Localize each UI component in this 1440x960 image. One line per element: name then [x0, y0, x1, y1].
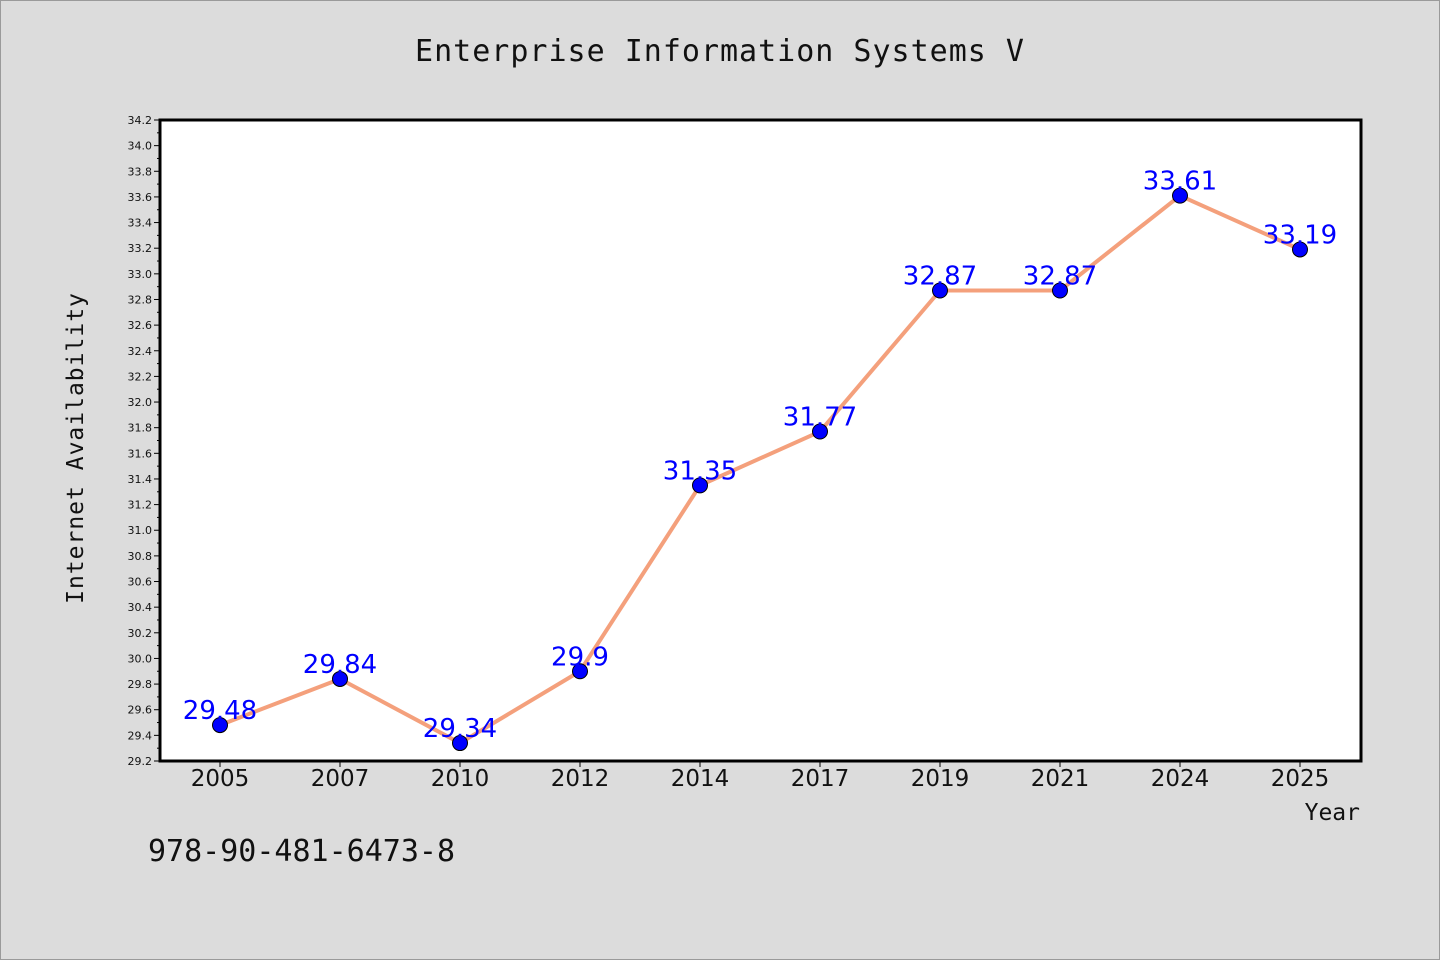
- data-label: 33.19: [1263, 220, 1337, 250]
- y-tick-label: 31.8: [128, 422, 153, 435]
- data-label: 32.87: [903, 262, 977, 292]
- data-point: [812, 423, 828, 440]
- data-label: 29.34: [423, 714, 497, 744]
- y-tick-label: 30.0: [128, 652, 153, 665]
- plot-area: [158, 118, 1363, 763]
- y-tick-label: 30.8: [128, 550, 153, 563]
- y-tick-label: 32.8: [128, 293, 153, 306]
- y-tick-label: 29.8: [128, 678, 153, 691]
- data-label: 29.48: [183, 696, 257, 726]
- x-tick-label: 2019: [911, 766, 970, 792]
- data-label: 32.87: [1023, 262, 1097, 292]
- isbn-text: 978-90-481-6473-8: [148, 834, 456, 869]
- y-tick-label: 30.4: [128, 601, 153, 614]
- x-tick-label: 2005: [191, 766, 250, 792]
- data-label: 29.84: [303, 650, 377, 680]
- y-tick-label: 33.6: [128, 191, 153, 204]
- x-tick-label: 2017: [791, 766, 850, 792]
- x-tick-label: 2025: [1271, 766, 1330, 792]
- data-point: [212, 717, 228, 734]
- y-tick-label: 33.0: [128, 268, 153, 281]
- y-tick-label: 29.6: [128, 704, 153, 717]
- series-line: [219, 193, 1301, 746]
- data-point: [572, 663, 588, 680]
- x-tick-label: 2010: [431, 766, 490, 792]
- y-tick-label: 32.2: [128, 370, 153, 383]
- y-tick-label: 34.2: [128, 114, 153, 127]
- x-tick-label: 2014: [671, 766, 730, 792]
- x-tick-label: 2007: [311, 766, 370, 792]
- y-tick-label: 31.2: [128, 499, 153, 512]
- y-tick-label: 34.0: [128, 140, 153, 153]
- y-tick-label: 31.4: [128, 473, 153, 486]
- y-tick-label: 30.6: [128, 576, 153, 589]
- data-point: [692, 477, 708, 494]
- y-tick-label: 30.2: [128, 627, 153, 640]
- y-tick-label: 33.8: [128, 165, 153, 178]
- data-point: [1172, 187, 1188, 204]
- x-axis-label: Year: [1305, 800, 1360, 826]
- y-tick-label: 33.2: [128, 242, 153, 255]
- x-tick-label: 2012: [551, 766, 610, 792]
- y-tick-label: 33.4: [128, 217, 153, 230]
- data-label: 31.35: [663, 456, 737, 486]
- data-point: [932, 282, 948, 299]
- data-point: [332, 670, 348, 687]
- y-tick-label: 32.6: [128, 319, 153, 332]
- data-point: [1292, 241, 1308, 258]
- data-label: 31.77: [783, 403, 857, 433]
- y-tick-label: 29.4: [128, 729, 153, 742]
- y-tick-label: 31.0: [128, 524, 153, 537]
- y-tick-label: 32.0: [128, 396, 153, 409]
- y-tick-label: 29.2: [128, 755, 153, 768]
- y-tick-label: 31.6: [128, 447, 153, 460]
- data-point: [1052, 282, 1068, 299]
- data-label: 29.9: [551, 642, 609, 672]
- x-tick-label: 2021: [1031, 766, 1090, 792]
- data-point: [452, 735, 468, 752]
- data-label: 33.61: [1143, 167, 1217, 197]
- y-tick-label: 32.4: [128, 345, 153, 358]
- x-tick-label: 2024: [1151, 766, 1210, 792]
- chart-title: Enterprise Information Systems V: [415, 34, 1025, 69]
